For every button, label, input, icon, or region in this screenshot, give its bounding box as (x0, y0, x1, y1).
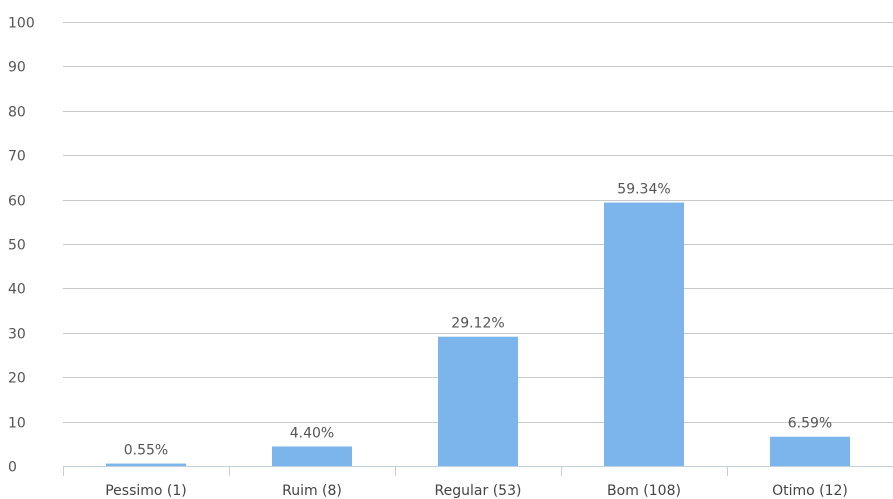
y-tick-label: 40 (8, 282, 26, 298)
bar (438, 336, 518, 466)
y-tick-label: 10 (8, 416, 26, 432)
y-tick-label: 60 (8, 194, 26, 210)
y-tick-label: 50 (8, 238, 26, 254)
x-axis: Pessimo (1) Ruim (8) Regular (53) Bom (108)… (63, 466, 893, 499)
bars (106, 202, 850, 466)
x-tick-label: Ruim (8) (282, 483, 342, 499)
x-tick-label: Pessimo (1) (105, 483, 187, 499)
y-tick-label: 20 (8, 371, 26, 387)
y-tick-label: 70 (8, 149, 26, 165)
x-tick-label: Regular (53) (435, 483, 522, 499)
y-axis-ticks: 0 10 20 30 40 50 60 70 80 90 100 (8, 16, 35, 476)
y-tick-label: 90 (8, 60, 26, 76)
data-label: 59.34% (617, 182, 670, 198)
y-tick-label: 0 (8, 460, 17, 476)
y-tick-label: 80 (8, 105, 26, 121)
bar (272, 446, 352, 466)
data-label: 0.55% (124, 443, 168, 459)
data-label: 4.40% (290, 425, 334, 441)
y-tick-label: 30 (8, 327, 26, 343)
data-label: 6.59% (788, 416, 832, 432)
x-tick-label: Bom (108) (607, 483, 681, 499)
grid-lines (63, 22, 893, 423)
bar (604, 202, 684, 466)
bar (770, 436, 850, 466)
y-tick-label: 100 (8, 16, 35, 32)
data-label: 29.12% (451, 316, 504, 332)
x-tick-label: Otimo (12) (772, 483, 848, 499)
bar (106, 463, 186, 466)
data-labels: 0.55% 4.40% 29.12% 59.34% 6.59% (124, 182, 832, 459)
